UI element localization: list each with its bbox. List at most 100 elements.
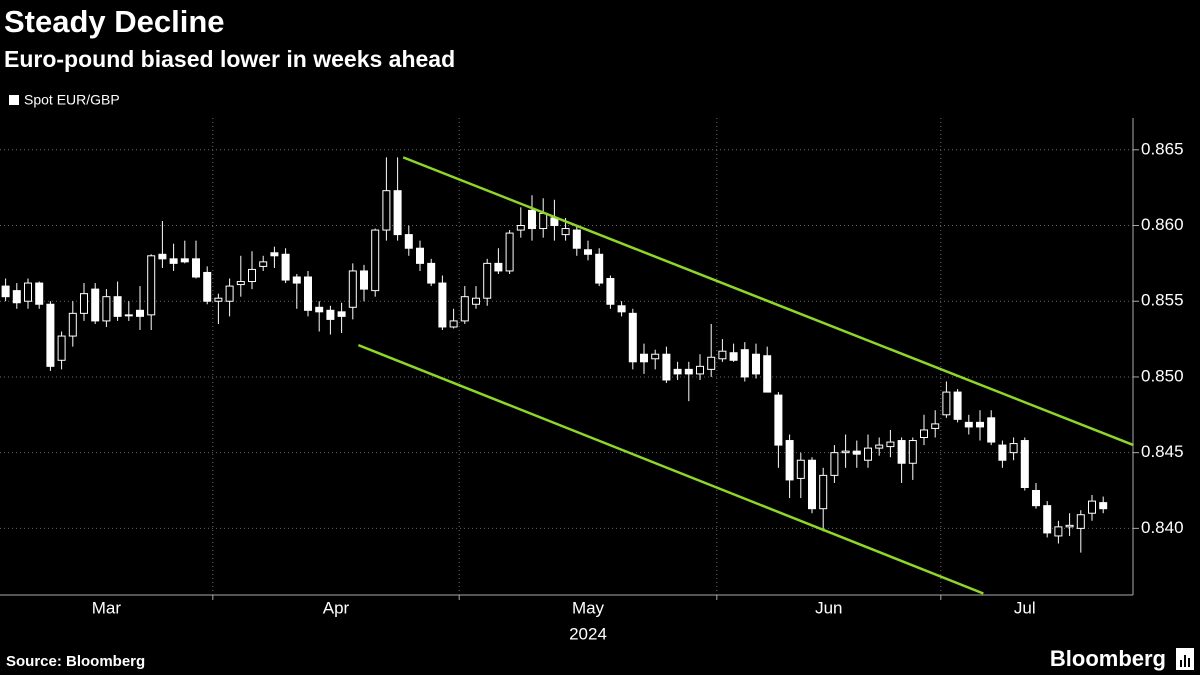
x-tick-label: Apr (323, 598, 350, 617)
candle-body (393, 190, 402, 236)
chart-subtitle: Euro-pound biased lower in weeks ahead (4, 46, 455, 72)
x-tick-label: Mar (92, 598, 122, 617)
candle-body (1088, 500, 1096, 514)
candle-body (169, 258, 178, 264)
candle-body (124, 314, 133, 317)
y-tick-label: 0.855 (1141, 291, 1184, 310)
candle-body (740, 349, 749, 378)
candle-body (438, 282, 447, 328)
candle-body (528, 209, 536, 230)
candle-body (808, 459, 816, 510)
x-tick-label: Jul (1014, 598, 1036, 617)
candle-body (304, 276, 312, 311)
candle-body (337, 311, 346, 317)
candle-body (192, 258, 200, 278)
plot-area: 0.840 0.845 0.850 0.855 0.860 0.865 Mar Apr May 2… (0, 118, 1184, 643)
candle-body (572, 229, 581, 249)
candle-body (897, 440, 906, 464)
candle-body (1099, 502, 1108, 510)
candle-body (998, 444, 1007, 461)
candle-body (371, 229, 380, 292)
candle-body (158, 253, 167, 260)
chart-title: Steady Decline (4, 4, 225, 39)
candle-body (360, 270, 368, 290)
brand: Bloomberg (1050, 646, 1166, 671)
x-tick-label: Jun (815, 598, 842, 617)
candle-body (91, 288, 100, 322)
y-tick-label: 0.865 (1141, 139, 1184, 158)
candle-body (920, 429, 928, 439)
brand-icon (1176, 648, 1194, 670)
candle-body (931, 423, 940, 429)
candle-body (752, 353, 760, 375)
candle-body (539, 212, 548, 230)
candle-body (348, 270, 357, 308)
candle-body (729, 352, 738, 361)
candle-body (136, 309, 144, 317)
candle-body (953, 391, 962, 420)
candle-body (416, 247, 424, 264)
candle-body (1032, 490, 1040, 507)
candle-body (864, 447, 872, 461)
candle-body (460, 296, 469, 322)
candle-body (763, 355, 772, 393)
candle-body (1, 285, 10, 298)
legend-swatch (9, 95, 19, 105)
x-tick-label: May (572, 598, 605, 617)
trend-line (357, 343, 984, 595)
candle-body (1065, 524, 1074, 528)
candle-body (236, 281, 245, 286)
candle-body (57, 335, 66, 361)
candle-body (46, 303, 55, 367)
candle-body (449, 320, 458, 328)
candle-body (35, 282, 44, 305)
candle-body (281, 253, 290, 281)
candle-body (830, 452, 839, 476)
candle-body (718, 350, 727, 360)
candle-body (1076, 514, 1085, 529)
candle-body (595, 253, 604, 284)
candle-body (326, 309, 335, 320)
candle-body (483, 262, 492, 299)
candle-body (673, 368, 682, 375)
candle-body (259, 261, 268, 267)
candle-body (505, 232, 514, 272)
candle-body (1020, 440, 1029, 488)
legend-label: Spot EUR/GBP (24, 92, 120, 108)
candle-body (617, 305, 626, 313)
candle-body (404, 234, 413, 249)
candle-body (852, 450, 861, 455)
candle-body (785, 440, 794, 481)
candle-body (707, 356, 716, 370)
candle-body (976, 421, 984, 428)
candle-body (628, 312, 637, 363)
candle-body (113, 296, 122, 317)
candle-body (908, 440, 917, 464)
candle-body (640, 353, 648, 363)
candle-body (516, 225, 525, 231)
x-year-label: 2024 (569, 624, 607, 643)
candle-body (292, 276, 301, 284)
candle-body (696, 365, 704, 375)
candle-body (561, 228, 570, 236)
candle-body (942, 391, 951, 416)
candle-body (606, 278, 615, 305)
candle-body (494, 262, 503, 272)
candle-body (1043, 505, 1052, 534)
candle-body (203, 271, 212, 302)
candle-body (382, 190, 391, 231)
candle-body (147, 255, 156, 316)
y-tick-label: 0.845 (1141, 442, 1184, 461)
candle-body (1009, 443, 1018, 454)
candle-body (315, 306, 324, 313)
candle-body (472, 297, 480, 305)
candle-body (270, 252, 279, 257)
candle-body (987, 417, 996, 443)
candle-body (662, 353, 671, 381)
candle-body (841, 450, 850, 454)
source: Source: Bloomberg (6, 653, 145, 670)
candle-body (248, 268, 256, 283)
candle-body (1054, 526, 1063, 537)
